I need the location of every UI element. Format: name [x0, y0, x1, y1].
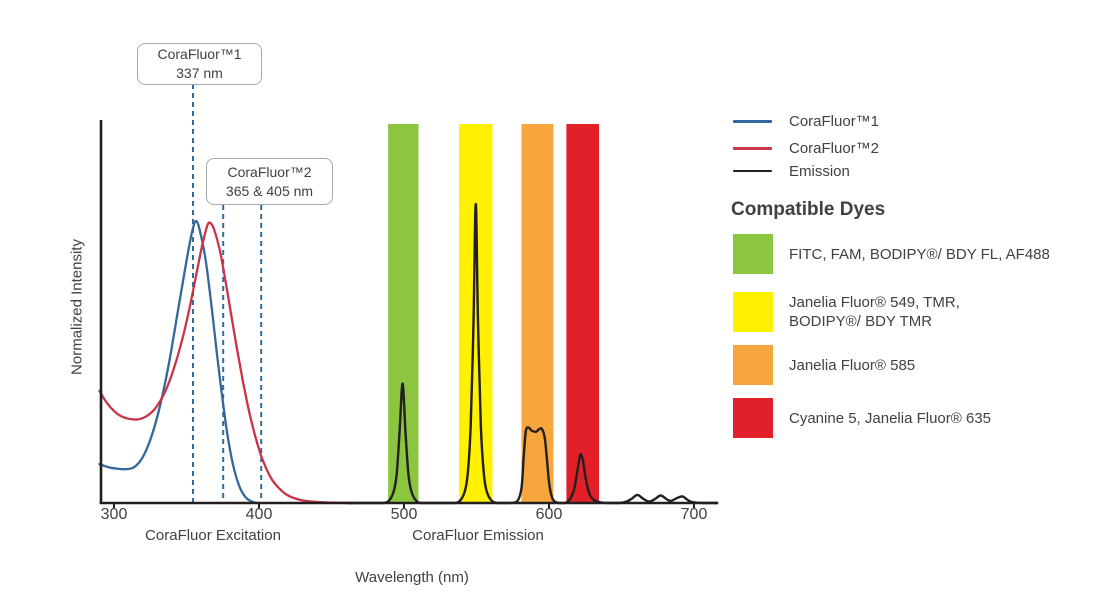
dye-label-orange-line1: Janelia Fluor® 585 [789, 356, 916, 374]
orange-filter-swatch [733, 345, 773, 385]
x-tick-700: 700 [680, 506, 708, 523]
dye-row-yellow: Janelia Fluor® 549, TMR, BODIPY®/ BDY TM… [733, 292, 960, 332]
legend-item-corafluor1: CoraFluor™1 [733, 112, 879, 130]
dye-row-green: FITC, FAM, BODIPY®/ BDY FL, AF488 [733, 234, 1050, 274]
legend-label-emission: Emission [789, 162, 850, 180]
dye-label-yellow-line1: Janelia Fluor® 549, TMR, [789, 294, 960, 311]
red-filter-swatch [733, 398, 773, 438]
legend-label-corafluor1: CoraFluor™1 [789, 112, 880, 130]
y-axis-title: Normalized Intensity [68, 239, 86, 375]
x-tick-500: 500 [390, 506, 418, 523]
legend-item-emission: Emission [733, 162, 850, 180]
corafluor1-line-swatch [733, 119, 772, 123]
filter-band-0 [388, 124, 419, 502]
annotation-box1-name: CoraFluor™1 [157, 46, 242, 62]
x-axis-title: Wavelength (nm) [355, 569, 469, 586]
emission-line-swatch [733, 169, 772, 173]
green-filter-swatch [733, 234, 773, 274]
annotation-box2-name: CoraFluor™2 [227, 163, 312, 180]
x-tick-300: 300 [100, 506, 128, 523]
filter-band-3 [566, 124, 599, 502]
dye-row-orange: Janelia Fluor® 585 [733, 345, 915, 385]
spectrum-curve-excitation-0 [98, 219, 261, 505]
yellow-filter-swatch [733, 292, 773, 332]
annotation-box2-wavelength: 365 & 405 nm [225, 182, 314, 199]
dye-label-red-line1: Cyanine 5, Janelia Fluor® 635 [789, 409, 992, 427]
x-tick-400: 400 [245, 506, 273, 523]
emission-group-label: CoraFluor Emission [412, 527, 544, 544]
legend-label-corafluor2: CoraFluor™2 [789, 139, 880, 157]
dye-label-green-line1: FITC, FAM, BODIPY®/ BDY FL, AF488 [789, 245, 1050, 263]
corafluor2-line-swatch [733, 146, 772, 150]
annotation-box1-wavelength: 337 nm [176, 65, 223, 81]
legend-item-corafluor2: CoraFluor™2 [733, 139, 879, 157]
dye-label-yellow-line2: BODIPY®/ BDY TMR [789, 313, 933, 330]
filter-band-1 [459, 124, 493, 502]
spectrum-curve-excitation-1 [98, 221, 355, 505]
dye-row-red: Cyanine 5, Janelia Fluor® 635 [733, 398, 991, 438]
annotation-box-corafluor1: CoraFluor™1 337 nm [137, 43, 262, 85]
annotation-box-corafluor2: CoraFluor™2 365 & 405 nm [206, 158, 333, 205]
x-tick-600: 600 [535, 506, 563, 523]
filter-band-2 [521, 124, 554, 502]
compatible-dyes-heading: Compatible Dyes [731, 199, 886, 220]
excitation-group-label: CoraFluor Excitation [145, 527, 281, 544]
